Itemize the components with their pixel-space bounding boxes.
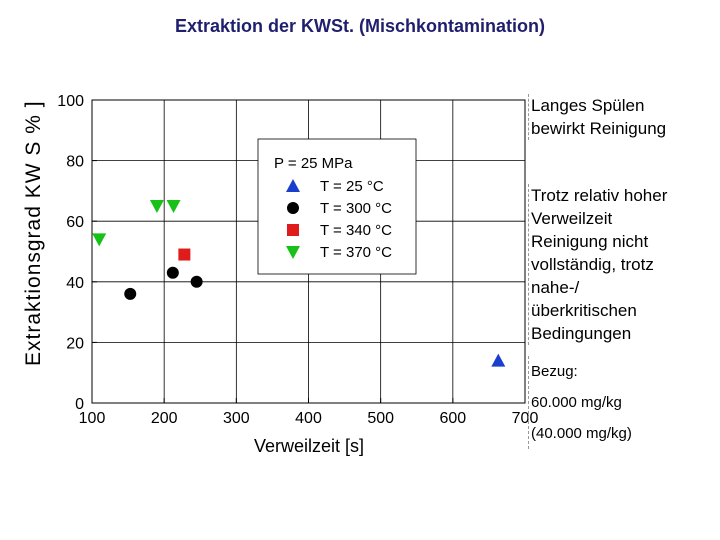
note-long-rinse: Langes Spülen bewirkt Reinigung: [528, 94, 666, 140]
legend-header: P = 25 MPa: [274, 155, 353, 172]
legend: P = 25 MPa T = 25 °C T = 300 °C T = 340 °C…: [257, 138, 417, 275]
x-tick-label: 300: [223, 410, 250, 427]
note-line: Trotz relativ hoher: [531, 186, 668, 205]
data-points: [92, 200, 506, 367]
x-axis-title: Verweilzeit [s]: [254, 436, 364, 456]
tick-labels: 100 200 300 400 500 600 700 0 20 40 60 80 100: [57, 93, 538, 427]
note-line: 60.000 mg/kg: [531, 394, 622, 411]
x-tick-label: 600: [439, 410, 466, 427]
note-line: bewirkt Reinigung: [531, 119, 667, 138]
data-point: [92, 233, 107, 247]
note-line: (40.000 mg/kg): [531, 425, 632, 442]
y-axis-title: Extraktionsgrad KW S % ]: [22, 100, 45, 366]
note-line: Bedingungen: [531, 324, 632, 343]
data-point: [124, 287, 137, 300]
data-point: [166, 266, 179, 279]
note-line: Reinigung nicht: [531, 232, 649, 251]
y-tick-label: 40: [66, 275, 84, 292]
y-tick-label: 60: [66, 214, 84, 231]
x-tick-label: 200: [151, 410, 178, 427]
legend-entry: T = 25 °C: [320, 178, 384, 195]
note-incomplete-cleaning: Trotz relativ hoher Verweilzeit Reinigun…: [528, 184, 667, 345]
legend-marker: [287, 224, 299, 236]
slide-title: Extraktion der KWSt. (Mischkontamination…: [174, 16, 546, 36]
legend-entry: T = 300 °C: [320, 200, 392, 217]
note-line: nahe-/: [531, 278, 580, 297]
data-point: [149, 200, 164, 214]
note-line: überkritischen: [531, 301, 637, 320]
legend-box: [257, 138, 417, 275]
legend-entry: T = 340 °C: [320, 222, 392, 239]
note-line: Bezug:: [531, 363, 578, 380]
y-tick-label: 80: [66, 154, 84, 171]
data-point: [491, 353, 506, 367]
data-point: [190, 275, 203, 288]
legend-marker: [286, 179, 300, 192]
legend-marker: [286, 246, 300, 259]
x-tick-label: 100: [79, 410, 106, 427]
y-tick-label: 20: [66, 335, 84, 352]
y-tick-label: 0: [75, 396, 84, 413]
note-line: vollständig, trotz: [531, 255, 654, 274]
x-tick-label: 500: [367, 410, 394, 427]
legend-marker: [287, 202, 299, 214]
y-tick-label: 100: [57, 93, 84, 110]
x-tick-label: 400: [295, 410, 322, 427]
note-line: Verweilzeit: [531, 209, 613, 228]
note-line: Langes Spülen: [531, 96, 645, 115]
data-point: [178, 248, 191, 261]
x-tick-label: 700: [512, 410, 539, 427]
data-point: [166, 200, 181, 214]
legend-entry: T = 370 °C: [320, 244, 392, 261]
note-reference: Bezug: 60.000 mg/kg (40.000 mg/kg): [528, 356, 632, 449]
